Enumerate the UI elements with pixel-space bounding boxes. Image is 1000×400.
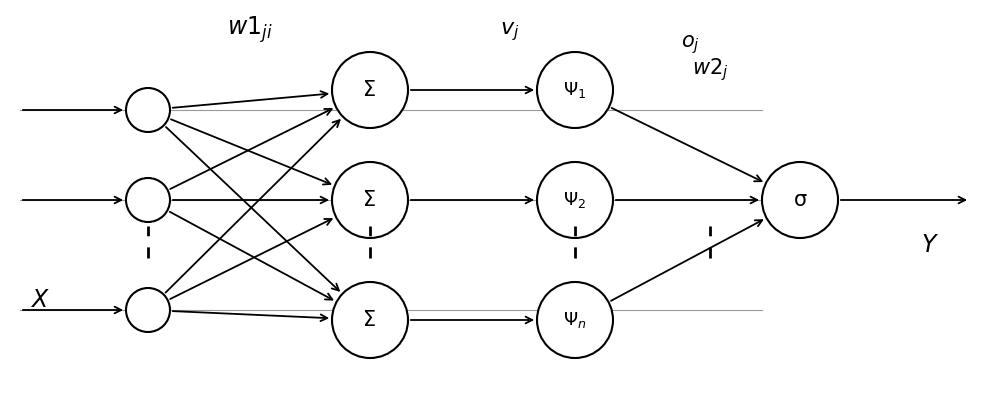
Text: $o_j$: $o_j$ [681, 34, 699, 56]
Text: Σ: Σ [363, 190, 377, 210]
Circle shape [537, 162, 613, 238]
Text: $\Psi_n$: $\Psi_n$ [563, 310, 587, 330]
Circle shape [332, 162, 408, 238]
Circle shape [537, 282, 613, 358]
Circle shape [126, 88, 170, 132]
Circle shape [537, 52, 613, 128]
Text: σ: σ [793, 190, 807, 210]
Circle shape [332, 282, 408, 358]
Text: $w2_j$: $w2_j$ [692, 57, 728, 83]
Text: $\Psi_2$: $\Psi_2$ [563, 190, 587, 210]
Text: $\Psi_1$: $\Psi_1$ [563, 80, 587, 100]
Text: $X$: $X$ [30, 288, 50, 312]
Text: $v_j$: $v_j$ [500, 20, 520, 43]
Text: Σ: Σ [363, 310, 377, 330]
Text: $w1_{ji}$: $w1_{ji}$ [227, 15, 273, 45]
Text: Σ: Σ [363, 80, 377, 100]
Circle shape [332, 52, 408, 128]
Text: $Y$: $Y$ [921, 233, 939, 257]
Circle shape [126, 178, 170, 222]
Circle shape [762, 162, 838, 238]
Circle shape [126, 288, 170, 332]
